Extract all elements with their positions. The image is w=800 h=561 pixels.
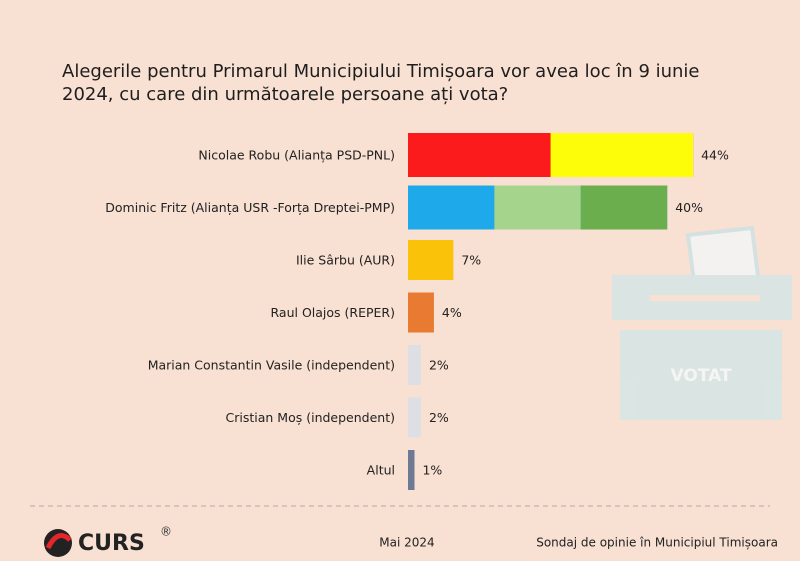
category-label: Altul <box>367 463 395 478</box>
brand: CURS <box>78 531 145 556</box>
bar <box>408 345 421 385</box>
bar <box>408 240 454 280</box>
footer-date: Mai 2024 <box>379 536 434 550</box>
category-label: Dominic Fritz (Alianța USR -Forța Drepte… <box>105 200 395 215</box>
value-label: 4% <box>442 305 462 320</box>
value-label: 7% <box>461 253 481 268</box>
category-label: Cristian Moș (independent) <box>226 410 395 425</box>
bar-segment <box>580 185 668 230</box>
box-body <box>620 330 782 420</box>
value-label: 40% <box>675 200 703 215</box>
logo: CURS ® <box>44 525 172 557</box>
category-label: Nicolae Robu (Alianța PSD-PNL) <box>198 148 395 163</box>
bar <box>408 450 415 490</box>
category-label: Marian Constantin Vasile (independent) <box>148 358 395 373</box>
footer-source: Sondaj de opinie în Municipiul Timișoara <box>536 536 778 550</box>
bar-segment <box>494 185 581 230</box>
brand-mark: ® <box>160 525 172 539</box>
value-label: 44% <box>701 148 729 163</box>
value-label: 2% <box>429 358 449 373</box>
bar <box>408 292 434 333</box>
chart-title: Alegerile pentru Primarul Municipiului T… <box>62 61 700 105</box>
bar-segment <box>550 133 694 177</box>
category-label: Ilie Sârbu (AUR) <box>296 253 395 268</box>
box-slot <box>650 295 760 301</box>
value-label: 1% <box>422 463 442 478</box>
logo-swoosh <box>45 533 72 550</box>
category-label: Raul Olajos (REPER) <box>271 305 395 320</box>
box-label: VOTAT <box>670 366 731 386</box>
ballot-box: VOTAT <box>612 225 792 420</box>
value-label: 2% <box>429 410 449 425</box>
bar <box>408 397 421 438</box>
